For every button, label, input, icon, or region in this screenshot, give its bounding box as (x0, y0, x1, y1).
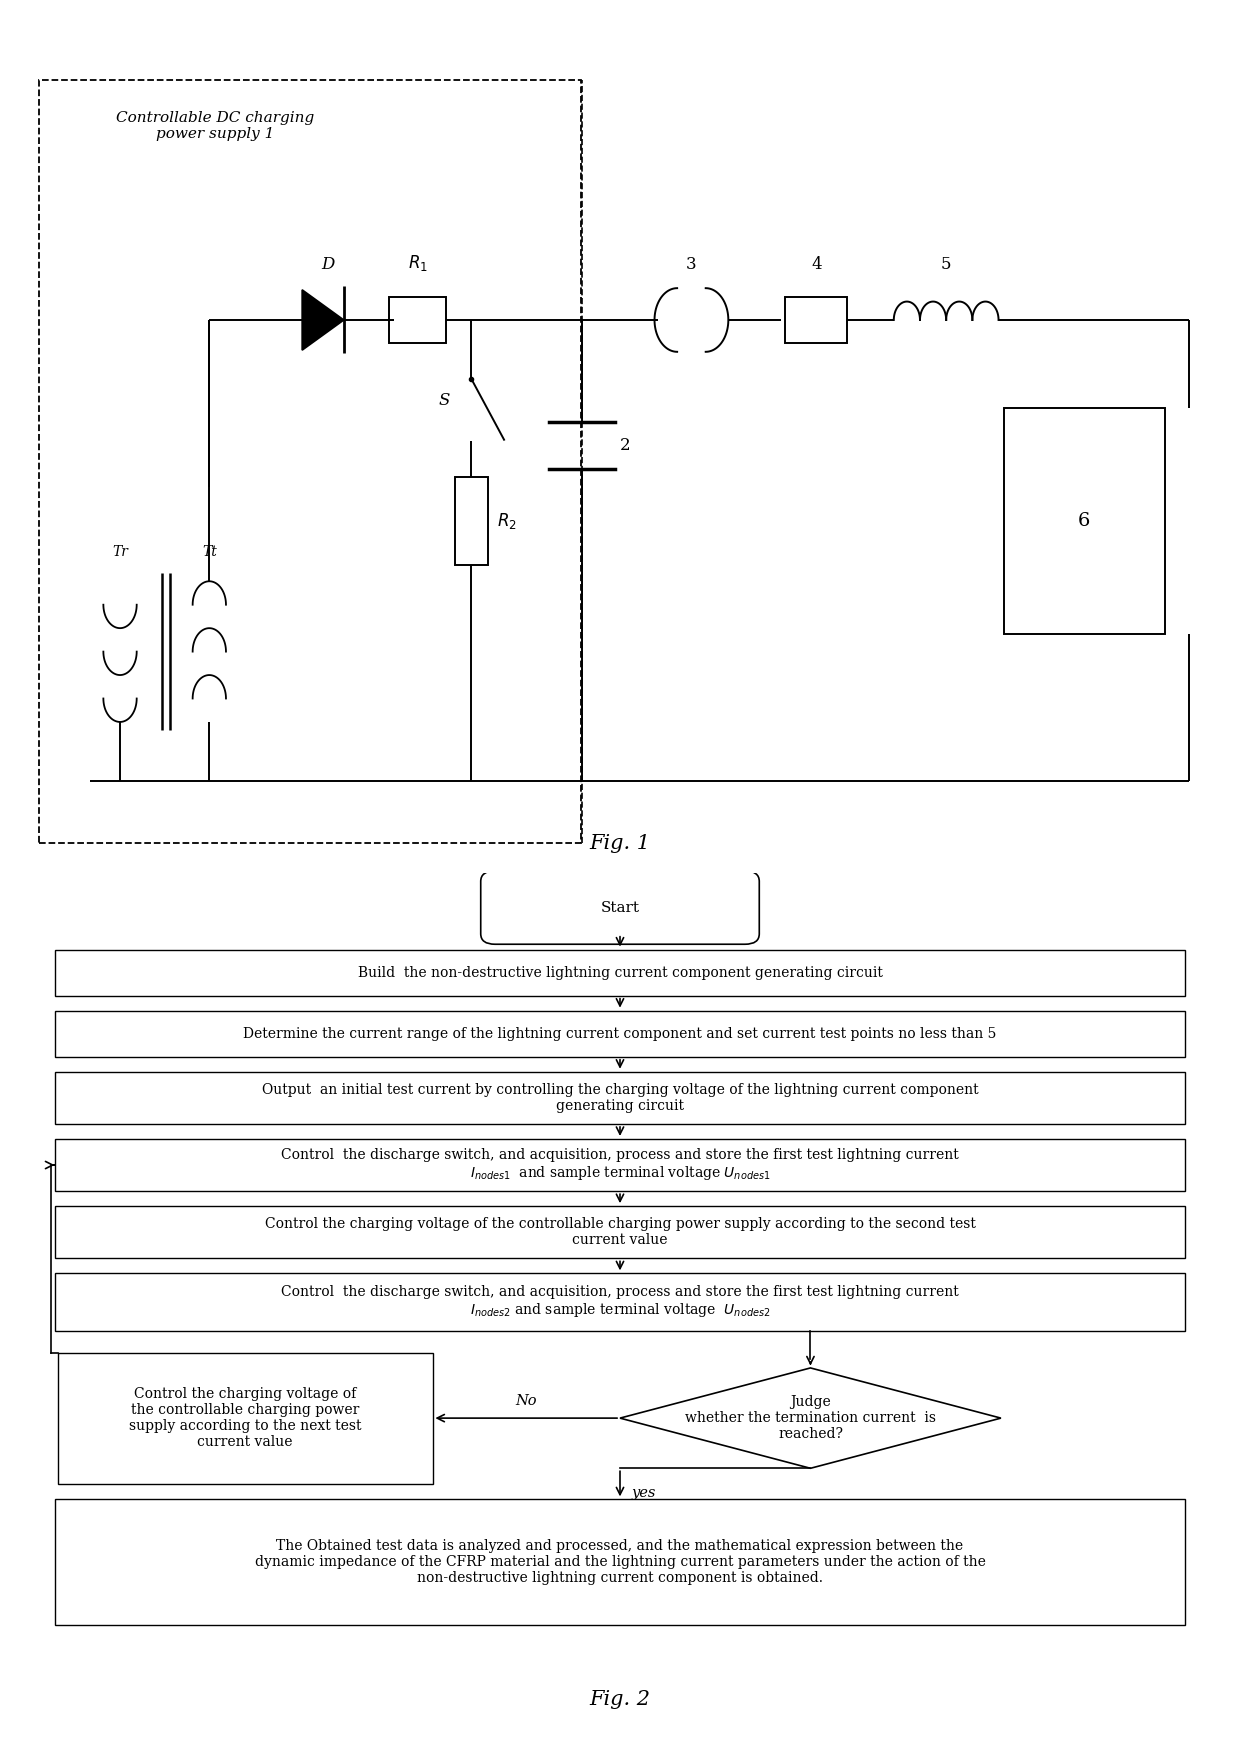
Text: Output  an initial test current by controlling the charging voltage of the light: Output an initial test current by contro… (262, 1082, 978, 1112)
Text: Control  the discharge switch, and acquisition, process and store the first test: Control the discharge switch, and acquis… (281, 1148, 959, 1183)
Text: Build  the non-destructive lightning current component generating circuit: Build the non-destructive lightning curr… (357, 966, 883, 980)
Text: No: No (516, 1393, 537, 1407)
Text: 6: 6 (1078, 511, 1090, 531)
Bar (55, 950, 1185, 996)
Bar (389, 296, 446, 344)
Text: Fig. 2: Fig. 2 (589, 1691, 651, 1710)
Text: Control the charging voltage of
the controllable charging power
supply according: Control the charging voltage of the cont… (129, 1387, 361, 1449)
Bar (1004, 407, 1164, 635)
Text: Tr: Tr (112, 545, 128, 559)
Bar (57, 1352, 433, 1483)
Polygon shape (303, 289, 343, 351)
Bar (40, 81, 580, 843)
Bar (455, 478, 487, 564)
Bar (55, 1273, 1185, 1331)
Text: $R_2$: $R_2$ (497, 511, 517, 531)
Bar (785, 296, 847, 344)
Text: Judge
whether the termination current  is
reached?: Judge whether the termination current is… (684, 1395, 936, 1442)
Bar (55, 1012, 1185, 1056)
Bar (55, 1072, 1185, 1125)
Text: 4: 4 (811, 256, 822, 273)
Text: Controllable DC charging
power supply 1: Controllable DC charging power supply 1 (117, 111, 315, 141)
Bar (55, 1206, 1185, 1259)
Text: $R_1$: $R_1$ (408, 254, 428, 273)
Polygon shape (620, 1368, 1001, 1469)
Text: Determine the current range of the lightning current component and set current t: Determine the current range of the light… (243, 1028, 997, 1042)
Text: Control  the discharge switch, and acquisition, process and store the first test: Control the discharge switch, and acquis… (281, 1285, 959, 1319)
Text: Control the charging voltage of the controllable charging power supply according: Control the charging voltage of the cont… (264, 1216, 976, 1248)
Text: S: S (439, 391, 450, 409)
Text: 3: 3 (686, 256, 697, 273)
FancyBboxPatch shape (481, 871, 759, 945)
Text: 5: 5 (941, 256, 951, 273)
Text: D: D (321, 256, 335, 273)
Text: Tt: Tt (202, 545, 217, 559)
Text: Fig. 1: Fig. 1 (589, 834, 651, 853)
Text: yes: yes (632, 1486, 656, 1500)
Bar (55, 1499, 1185, 1625)
Text: 2: 2 (620, 437, 631, 455)
Text: Start: Start (600, 901, 640, 915)
Text: The Obtained test data is analyzed and processed, and the mathematical expressio: The Obtained test data is analyzed and p… (254, 1539, 986, 1585)
Bar (55, 1139, 1185, 1192)
